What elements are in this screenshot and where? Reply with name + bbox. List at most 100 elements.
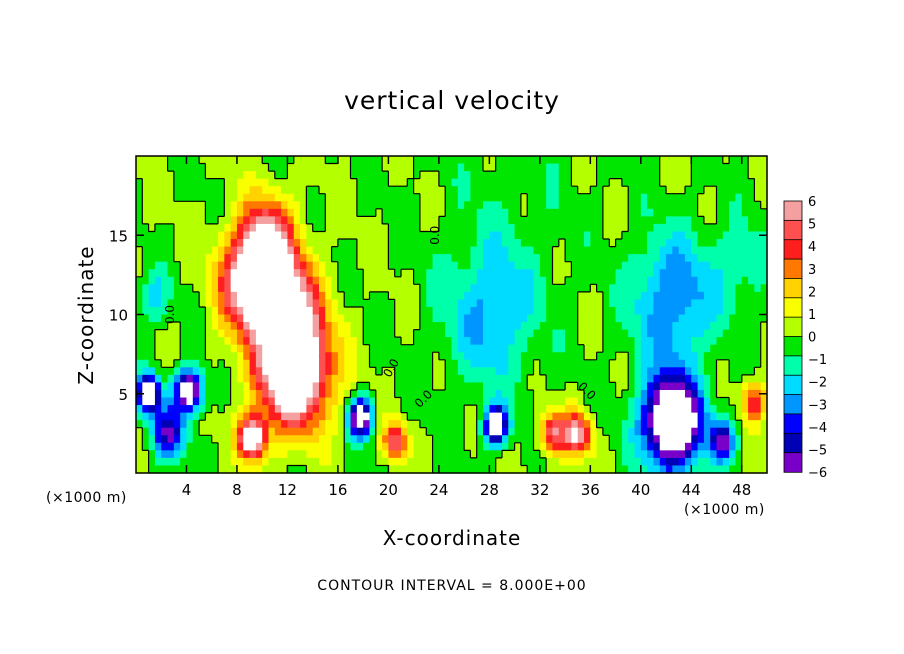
heatmap-cell <box>672 450 680 459</box>
heatmap-cell <box>205 442 213 451</box>
heatmap-cell <box>628 322 636 331</box>
heatmap-cell <box>590 291 598 301</box>
heatmap-cell <box>520 208 528 217</box>
heatmap-cell <box>602 291 610 301</box>
heatmap-cell <box>331 291 339 301</box>
heatmap-cell <box>180 374 188 384</box>
heatmap-cell <box>748 284 755 293</box>
heatmap-cell <box>300 329 307 338</box>
heatmap-cell <box>609 427 617 436</box>
heatmap-cell <box>533 337 541 346</box>
heatmap-cell <box>672 216 680 225</box>
heatmap-cell <box>476 163 484 172</box>
heatmap-cell <box>647 171 655 180</box>
heatmap-cell <box>703 389 711 399</box>
heatmap-cell <box>255 337 263 346</box>
heatmap-cell <box>167 344 175 353</box>
heatmap-cell <box>432 457 440 467</box>
heatmap-cell <box>382 261 389 270</box>
heatmap-cell <box>312 314 320 323</box>
heatmap-cell <box>180 284 188 293</box>
heatmap-cell <box>268 254 276 263</box>
heatmap-cell <box>236 269 244 278</box>
heatmap-cell <box>577 193 585 202</box>
heatmap-cell <box>369 231 377 240</box>
heatmap-cell <box>539 397 547 406</box>
heatmap-cell <box>710 201 718 210</box>
heatmap-cell <box>161 427 169 436</box>
heatmap-cell <box>552 314 560 323</box>
heatmap-cell <box>325 171 333 180</box>
heatmap-cell <box>337 239 345 248</box>
heatmap-cell <box>684 389 692 399</box>
heatmap-cell <box>609 397 617 406</box>
heatmap-cell <box>325 156 333 165</box>
heatmap-cell <box>369 359 377 368</box>
heatmap-cell <box>325 284 333 293</box>
heatmap-cell <box>268 246 276 255</box>
heatmap-cell <box>255 261 263 270</box>
heatmap-cell <box>533 186 541 195</box>
heatmap-cell <box>356 352 364 361</box>
heatmap-cell <box>748 352 755 361</box>
heatmap-cell <box>262 442 270 451</box>
heatmap-cell <box>520 299 528 308</box>
heatmap-cell <box>363 208 371 217</box>
heatmap-cell <box>186 352 194 361</box>
heatmap-cell <box>249 163 257 172</box>
heatmap-cell <box>483 299 490 308</box>
heatmap-cell <box>640 186 648 195</box>
heatmap-cell <box>552 291 560 301</box>
heatmap-cell <box>262 223 270 233</box>
heatmap-cell <box>243 465 251 474</box>
heatmap-cell <box>426 231 434 240</box>
heatmap-cell <box>136 261 143 270</box>
heatmap-cell <box>571 178 579 187</box>
heatmap-cell <box>495 420 503 429</box>
heatmap-cell <box>729 442 737 451</box>
heatmap-cell <box>621 314 629 323</box>
heatmap-cell <box>407 397 415 406</box>
heatmap-cell <box>659 435 667 444</box>
heatmap-cell <box>401 374 408 384</box>
heatmap-cell <box>154 412 162 421</box>
heatmap-cell <box>628 156 636 165</box>
heatmap-cell <box>634 156 642 165</box>
heatmap-cell <box>590 450 598 459</box>
heatmap-cell <box>199 299 207 308</box>
heatmap-cell <box>514 367 522 376</box>
heatmap-cell <box>602 239 610 248</box>
heatmap-cell <box>363 261 371 270</box>
heatmap-cell <box>180 382 188 391</box>
heatmap-cell <box>419 359 427 368</box>
heatmap-cell <box>199 269 207 278</box>
heatmap-cell <box>394 208 402 217</box>
heatmap-cell <box>382 291 389 301</box>
heatmap-cell <box>457 442 465 451</box>
heatmap-cell <box>754 397 762 406</box>
heatmap-cell <box>281 299 289 308</box>
heatmap-cell <box>470 193 478 202</box>
heatmap-cell <box>520 367 528 376</box>
heatmap-cell <box>186 186 194 195</box>
heatmap-cell <box>609 193 617 202</box>
heatmap-cell <box>710 314 718 323</box>
heatmap-cell <box>312 329 320 338</box>
heatmap-cell <box>634 269 642 278</box>
heatmap-cell <box>520 223 528 233</box>
heatmap-cell <box>451 314 459 323</box>
heatmap-cell <box>489 352 497 361</box>
heatmap-cell <box>407 231 415 240</box>
heatmap-cell <box>224 374 232 384</box>
heatmap-cell <box>501 427 509 436</box>
heatmap-cell <box>230 254 238 263</box>
heatmap-cell <box>621 216 629 225</box>
heatmap-cell <box>489 465 497 474</box>
heatmap-cell <box>394 269 402 278</box>
heatmap-cell <box>470 254 478 263</box>
heatmap-cell <box>167 397 175 406</box>
heatmap-cell <box>445 314 453 323</box>
heatmap-cell <box>312 284 320 293</box>
heatmap-cell <box>293 397 301 406</box>
heatmap-cell <box>426 261 434 270</box>
